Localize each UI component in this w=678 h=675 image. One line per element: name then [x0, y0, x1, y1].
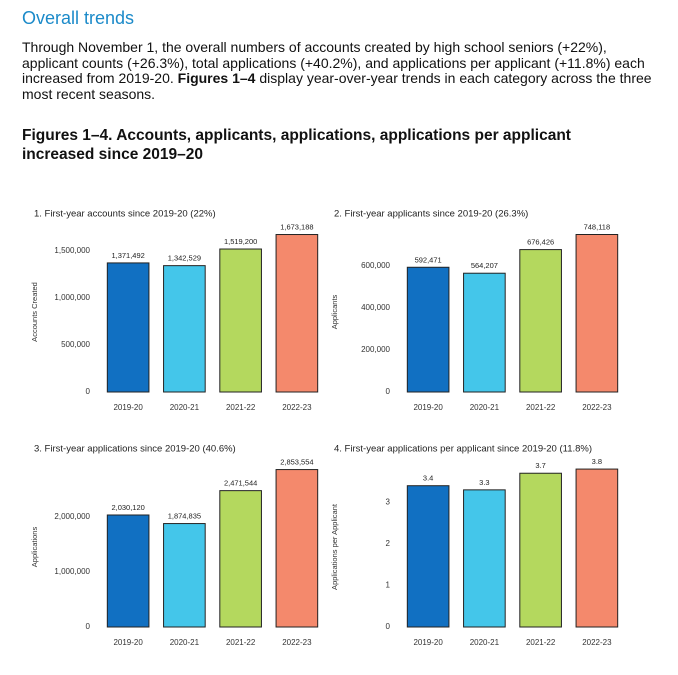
- bar: [275, 469, 319, 628]
- bar: [575, 468, 619, 628]
- intro-text: Through November 1, the overall numbers …: [22, 39, 645, 86]
- x-tick-label: 2020-21: [470, 403, 500, 412]
- chart-title: 1. First-year accounts since 2019-20 (22…: [34, 209, 216, 220]
- bar: [163, 265, 206, 393]
- y-tick-label: 0: [386, 622, 391, 631]
- chart-title: 2. First-year applicants since 2019-20 (…: [334, 209, 528, 220]
- y-tick-label: 1,500,000: [54, 246, 90, 255]
- value-label: 2,853,554: [280, 458, 313, 467]
- x-tick-label: 2020-21: [170, 403, 200, 412]
- bar: [575, 234, 619, 393]
- value-label: 1,342,529: [168, 254, 201, 263]
- bar: [219, 490, 262, 628]
- value-label: 3.8: [592, 457, 602, 466]
- x-tick-label: 2019-20: [413, 638, 443, 647]
- y-tick-label: 1,000,000: [54, 567, 90, 576]
- x-tick-label: 2019-20: [113, 403, 143, 412]
- intro-text: display year-over-year trends in each ca…: [22, 70, 652, 102]
- bar: [106, 514, 150, 628]
- y-tick-label: 200,000: [361, 345, 390, 354]
- x-tick-label: 2021-22: [226, 403, 256, 412]
- y-axis-label: Applicants: [330, 294, 339, 329]
- value-label: 1,371,492: [111, 251, 144, 260]
- y-tick-label: 0: [86, 622, 91, 631]
- y-axis-label: Accounts Created: [30, 282, 39, 342]
- y-axis-label: Applications: [30, 527, 39, 568]
- section-title: Overall trends: [22, 8, 135, 28]
- x-tick-label: 2021-22: [526, 638, 556, 647]
- y-tick-label: 600,000: [361, 261, 390, 270]
- y-tick-label: 500,000: [61, 340, 90, 349]
- y-tick-label: 1,000,000: [54, 293, 90, 302]
- x-tick-label: 2022-23: [582, 403, 612, 412]
- value-label: 592,471: [415, 255, 442, 264]
- value-label: 1,673,188: [280, 223, 313, 232]
- y-tick-label: 400,000: [361, 303, 390, 312]
- y-tick-label: 2,000,000: [54, 512, 90, 521]
- x-tick-label: 2021-22: [226, 638, 256, 647]
- x-tick-label: 2022-23: [582, 638, 612, 647]
- intro-bold: Figures 1–4: [177, 70, 256, 86]
- x-tick-label: 2020-21: [470, 638, 500, 647]
- value-label: 2,030,120: [111, 503, 144, 512]
- bar: [463, 489, 506, 628]
- figure-caption: Figures 1–4. Accounts, applicants, appli…: [22, 127, 571, 163]
- y-tick-label: 3: [386, 497, 391, 506]
- bar: [275, 234, 319, 393]
- value-label: 1,874,835: [168, 512, 201, 521]
- bar: [406, 485, 450, 628]
- x-tick-label: 2020-21: [170, 638, 200, 647]
- intro: Through November 1, the overall numbers …: [22, 39, 662, 102]
- x-tick-label: 2022-23: [282, 638, 312, 647]
- y-tick-label: 0: [386, 387, 391, 396]
- y-tick-label: 1: [386, 581, 391, 590]
- y-axis-label: Applications per Applicant: [330, 503, 339, 590]
- value-label: 748,118: [584, 222, 611, 231]
- bar: [106, 262, 150, 393]
- y-tick-label: 2: [386, 539, 391, 548]
- chart: 2. First-year applicants since 2019-20 (…: [330, 209, 619, 412]
- bar: [163, 523, 206, 628]
- bar: [519, 249, 562, 393]
- value-label: 2,471,544: [224, 479, 257, 488]
- value-label: 3.7: [535, 461, 545, 470]
- bar: [519, 472, 562, 628]
- chart-title: 4. First-year applications per applicant…: [334, 444, 592, 455]
- x-tick-label: 2022-23: [282, 403, 312, 412]
- chart: 3. First-year applications since 2019-20…: [30, 444, 319, 647]
- x-tick-label: 2019-20: [113, 638, 143, 647]
- x-tick-label: 2019-20: [413, 403, 443, 412]
- value-label: 1,519,200: [224, 237, 257, 246]
- x-tick-label: 2021-22: [526, 403, 556, 412]
- value-label: 3.3: [479, 478, 489, 487]
- value-label: 676,426: [527, 238, 554, 247]
- bar: [406, 266, 450, 393]
- value-label: 3.4: [423, 474, 433, 483]
- y-tick-label: 0: [86, 387, 91, 396]
- bar: [463, 272, 506, 393]
- chart: 1. First-year accounts since 2019-20 (22…: [30, 209, 319, 412]
- value-label: 564,207: [471, 261, 498, 270]
- chart: 4. First-year applications per applicant…: [330, 444, 619, 647]
- chart-title: 3. First-year applications since 2019-20…: [34, 444, 236, 455]
- bar: [219, 248, 262, 393]
